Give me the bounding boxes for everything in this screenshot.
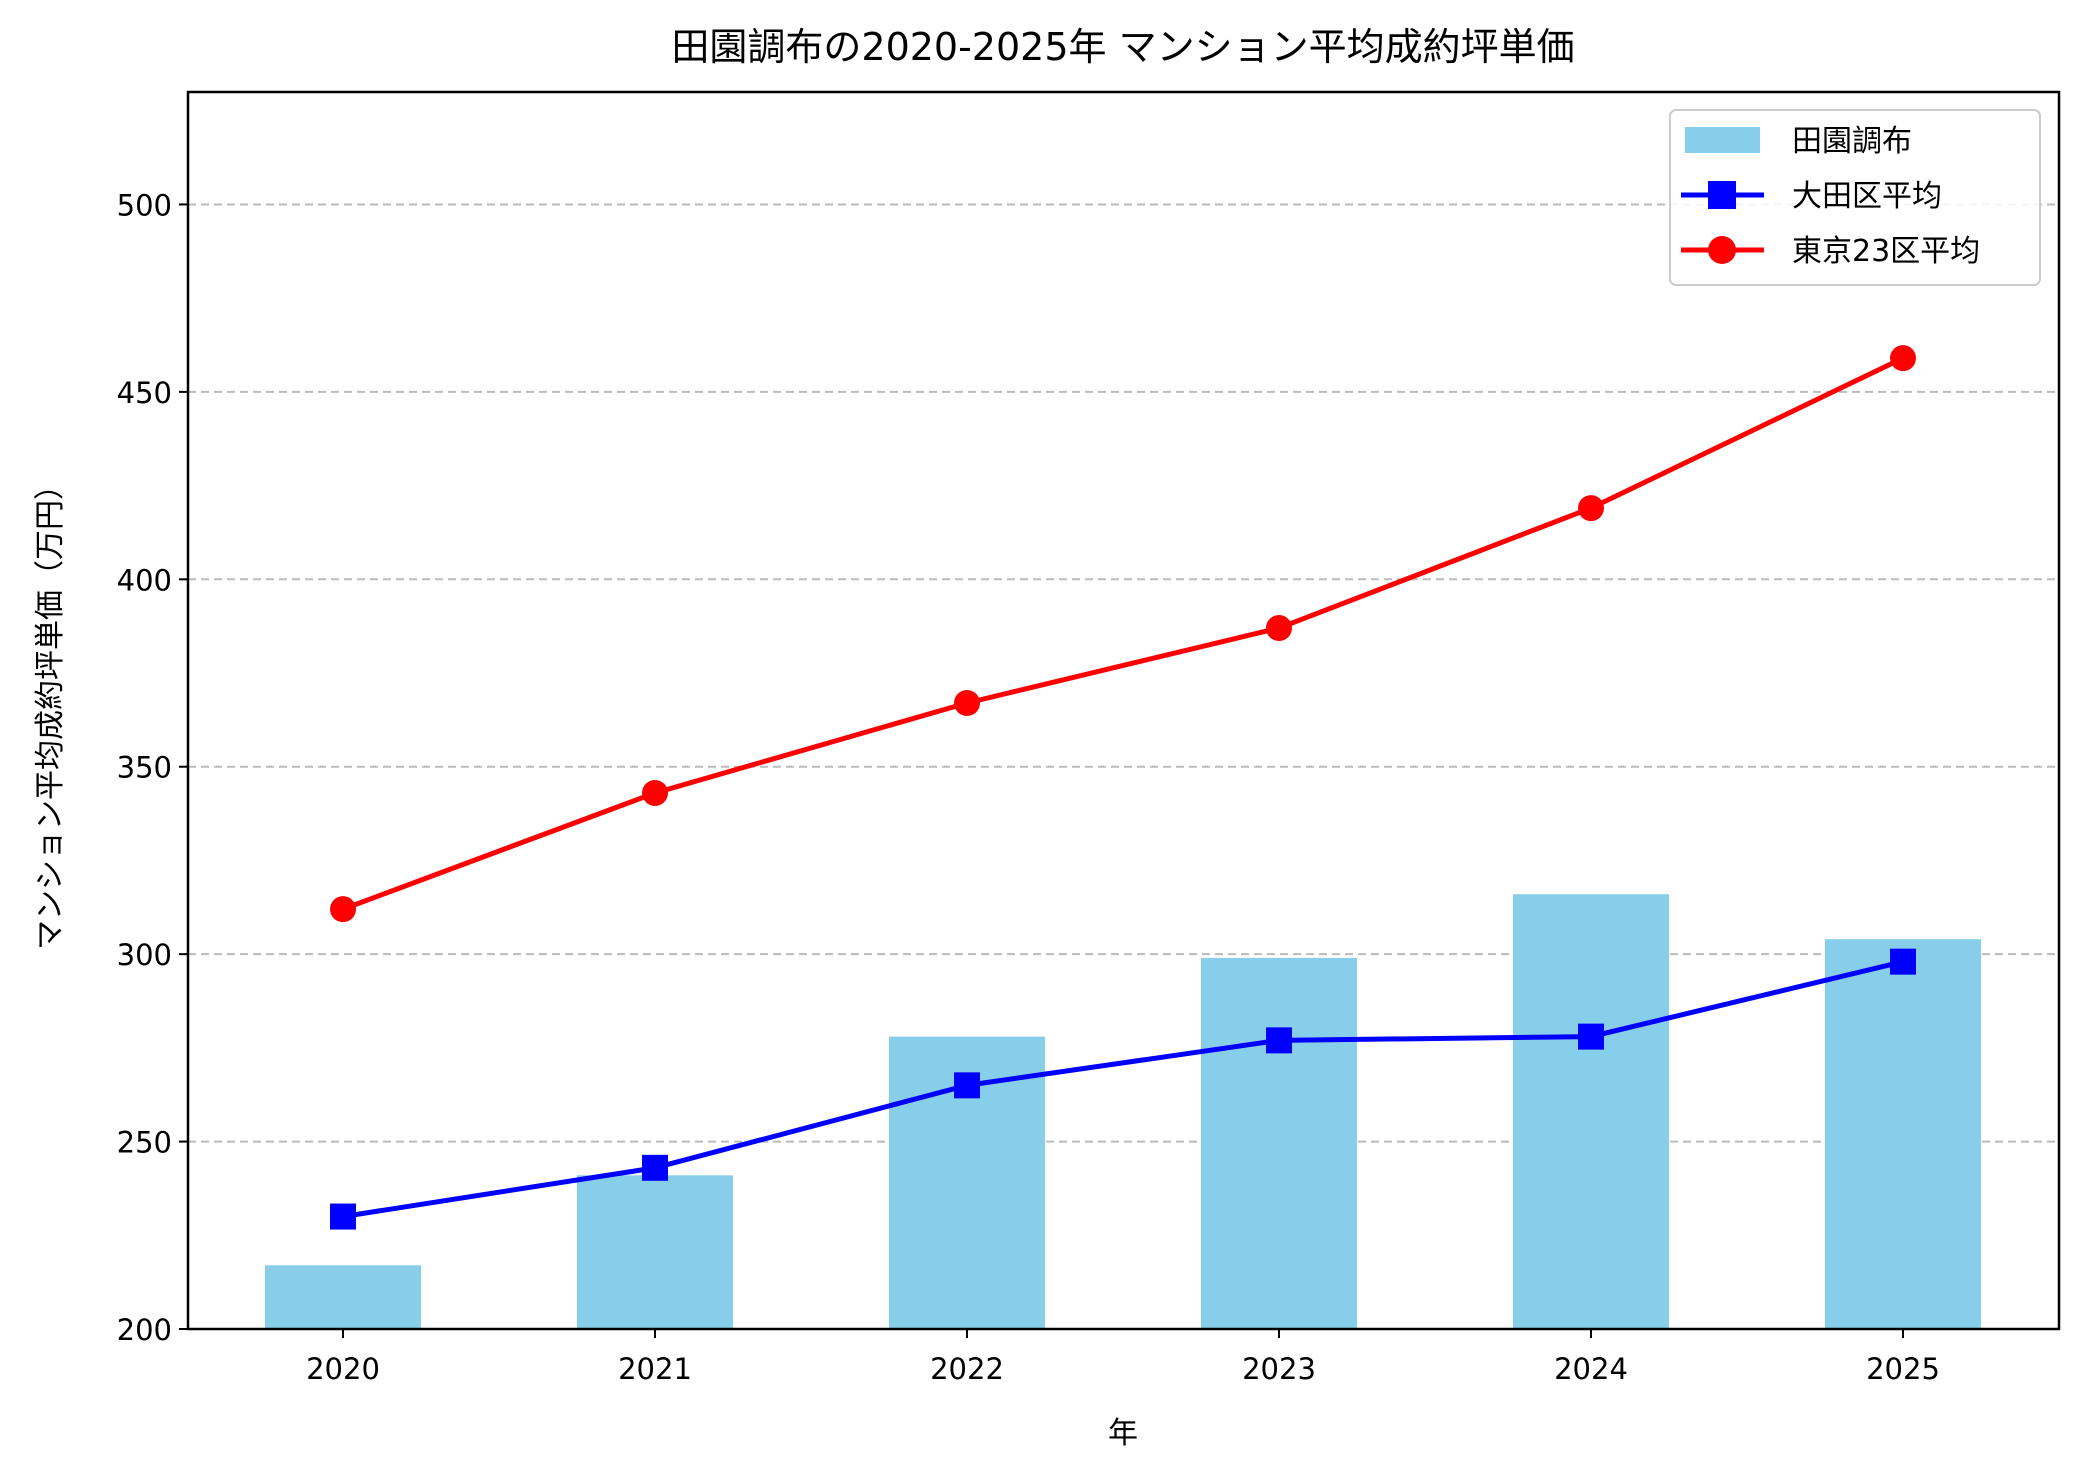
x-tick-label: 2020 (306, 1352, 380, 1386)
data-point-square (642, 1154, 668, 1181)
y-tick-label: 500 (117, 188, 172, 222)
y-tick-label: 450 (117, 376, 172, 410)
series-line (342, 355, 1905, 912)
x-tick-label: 2024 (1554, 1352, 1628, 1386)
legend-label: 大田区平均 (1792, 179, 1942, 214)
data-point-square (1266, 1027, 1292, 1054)
data-point-square (1578, 1023, 1604, 1050)
bar (265, 1265, 421, 1329)
plot-frame (186, 90, 2061, 1331)
series-line (342, 959, 1904, 1220)
legend-label: 田園調布 (1792, 124, 1912, 159)
bar (1825, 939, 1981, 1329)
y-tick-label: 250 (117, 1126, 172, 1160)
y-axis-label: マンション平均成約坪単価（万円） (33, 470, 68, 950)
x-axis-label: 年 (1108, 1416, 1138, 1451)
bar (1513, 894, 1669, 1329)
bar (1201, 957, 1357, 1329)
y-tick-label: 300 (117, 938, 172, 972)
data-point-circle (642, 779, 668, 806)
legend-marker-circle (1708, 236, 1736, 264)
bar (577, 1175, 733, 1329)
y-tick-label: 400 (117, 563, 172, 597)
data-point-circle (954, 690, 980, 717)
data-point-circle (1890, 345, 1916, 372)
x-tick-label: 2021 (618, 1352, 692, 1386)
legend-label: 東京23区平均 (1792, 234, 1980, 269)
legend-marker-square (1708, 181, 1736, 209)
data-point-square (954, 1072, 980, 1099)
data-point-square (330, 1203, 356, 1230)
legend-swatch-bar (1685, 127, 1760, 153)
x-tick-label: 2022 (930, 1352, 1004, 1386)
data-point-circle (1266, 615, 1292, 642)
data-point-circle (330, 896, 356, 923)
y-tick-label: 200 (117, 1313, 172, 1347)
chart-title: 田園調布の2020-2025年 マンション平均成約坪単価 (671, 25, 1574, 69)
x-tick-label: 2023 (1242, 1352, 1316, 1386)
data-point-square (1890, 948, 1916, 975)
y-tick-label: 350 (117, 751, 172, 785)
x-tick-label: 2025 (1866, 1352, 1940, 1386)
data-point-circle (1578, 495, 1604, 522)
